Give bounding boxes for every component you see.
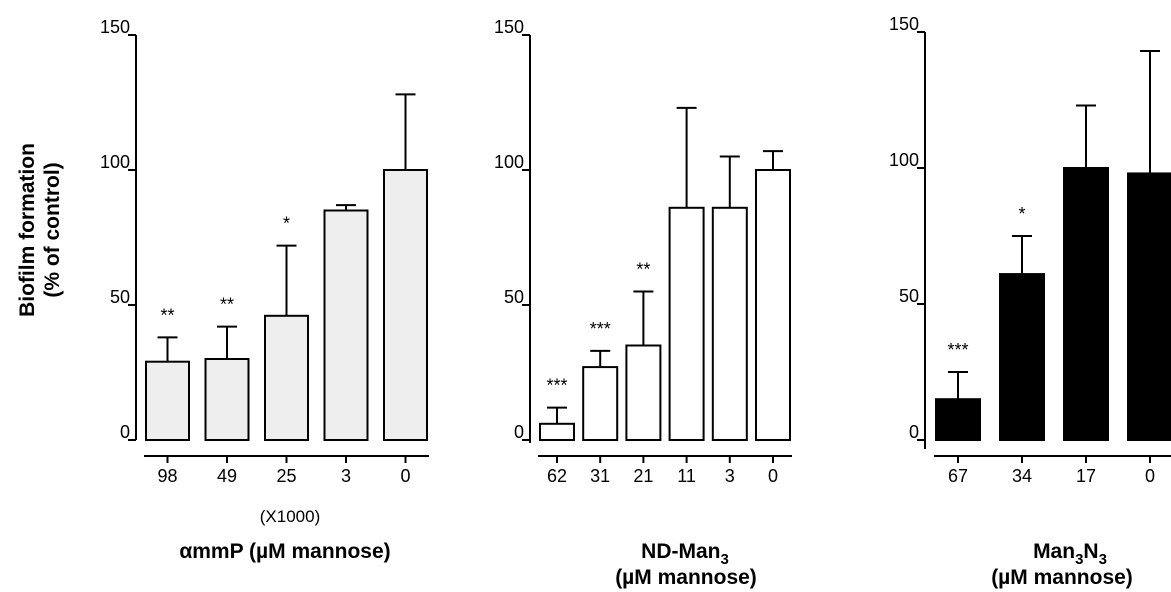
x-axis-title-man3n3: Man3N3: [1033, 540, 1107, 568]
x-axis-title-man3n3-sub1: 3: [1075, 551, 1083, 568]
x-axis-title-man3n3-sub2: 3: [1099, 551, 1107, 568]
x-tick-label: 62: [547, 466, 567, 486]
x-axis-title-nd-man3: ND-Man3: [641, 540, 729, 568]
y-axis-title-line2: (% of control): [41, 162, 64, 297]
bar: [1127, 172, 1171, 441]
x-tick-label: 0: [768, 466, 778, 486]
significance-label: **: [160, 305, 174, 325]
y-tick-label: 150: [889, 14, 919, 34]
x-tick-label: 0: [400, 466, 410, 486]
y-tick-label: 50: [899, 286, 919, 306]
bar: [539, 422, 575, 441]
y-tick-label: 0: [120, 422, 130, 442]
y-tick-label: 100: [494, 152, 524, 172]
y-tick-label: 50: [504, 287, 524, 307]
bar: [711, 206, 748, 441]
x-axis-title-man3n3-part1: Man: [1033, 540, 1075, 563]
x-tick-label: 17: [1076, 466, 1096, 486]
x-tick-label: 98: [157, 466, 177, 486]
y-tick-label: 0: [514, 422, 524, 442]
bar: [323, 209, 369, 441]
x-tick-label: 34: [1012, 466, 1032, 486]
y-tick-label: 150: [100, 17, 130, 37]
x-tick-label: 21: [633, 466, 653, 486]
x-unit-note: (X1000): [260, 507, 320, 526]
bar: [625, 344, 662, 441]
significance-label: ***: [947, 340, 968, 360]
significance-label: ***: [590, 319, 611, 339]
y-tick-label: 100: [889, 150, 919, 170]
y-tick-label: 50: [110, 287, 130, 307]
bar: [264, 314, 309, 441]
x-axis-title-ammp: αmmP (µM mannose): [179, 540, 390, 563]
x-axis-title-man3n3-unit: (µM mannose): [991, 566, 1133, 589]
significance-label: **: [220, 295, 234, 315]
bar: [204, 358, 250, 441]
bar: [668, 206, 705, 441]
x-tick-label: 11: [677, 466, 696, 486]
x-tick-label: 3: [341, 466, 351, 486]
x-axis-title-nd-man3-main: ND-Man: [641, 540, 720, 563]
x-tick-label: 25: [276, 466, 296, 486]
y-tick-label: 100: [100, 152, 130, 172]
significance-label: ***: [546, 376, 567, 396]
y-tick-label: 150: [494, 17, 524, 37]
x-tick-label: 67: [948, 466, 968, 486]
bar: [383, 169, 428, 441]
x-axis-title-man3n3-part2: N: [1083, 540, 1098, 563]
bar: [582, 366, 619, 442]
chart-panel-man3n3: 0 50 100 150 *** 67 * 34 17 0: [889, 14, 1171, 486]
chart-panel-nd-man3: 0 50 100 150 *** 62 *** 31 ** 21 11 3 0: [494, 17, 792, 486]
y-axis-title-line1: Biofilm formation: [16, 143, 39, 317]
bar: [145, 360, 190, 442]
x-tick-label: 31: [590, 466, 610, 486]
chart-panel-ammp: 0 50 100 150 ** 98 ** 49 * 25 3 0: [100, 17, 429, 486]
x-tick-label: 49: [217, 466, 237, 486]
bar: [1063, 167, 1109, 441]
bar: [999, 273, 1045, 441]
x-axis-title-nd-man3-unit: (µM mannose): [615, 566, 757, 589]
significance-label: *: [1018, 204, 1025, 224]
bar: [935, 398, 981, 442]
y-tick-label: 0: [909, 422, 919, 442]
x-tick-label: 0: [1145, 466, 1155, 486]
significance-label: *: [283, 214, 290, 234]
bar: [755, 169, 791, 441]
x-axis-title-nd-man3-sub: 3: [720, 551, 728, 568]
significance-label: **: [636, 260, 650, 280]
x-tick-label: 3: [725, 466, 735, 486]
y-axis-title: Biofilm formation (% of control): [16, 143, 64, 317]
